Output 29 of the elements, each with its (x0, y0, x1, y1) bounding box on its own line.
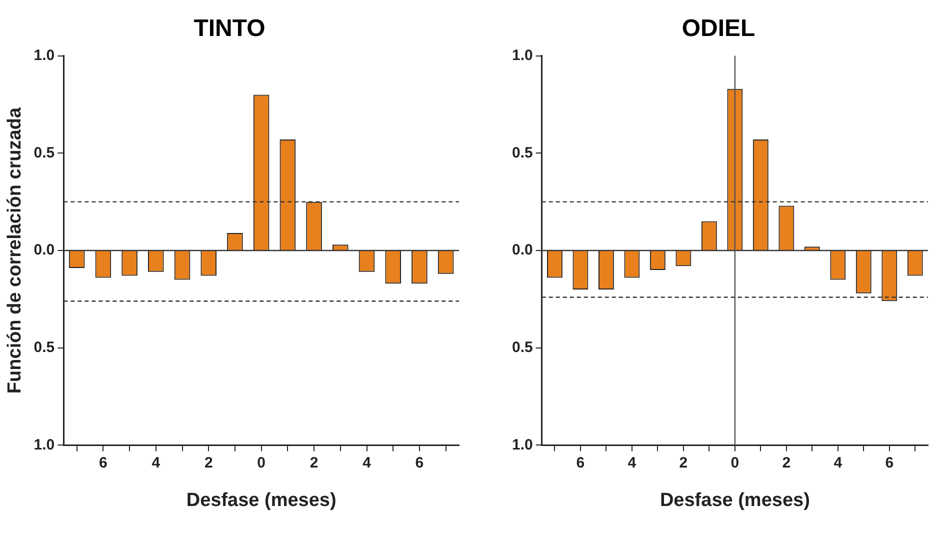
x-tick-label: 2 (782, 454, 791, 472)
y-tick-label: 0.5 (34, 144, 55, 162)
x-tick-label: 6 (99, 454, 108, 472)
chart-title: ODIEL (682, 15, 756, 42)
x-tick-label: 0 (730, 454, 740, 472)
x-tick-label: 2 (679, 454, 688, 472)
x-tick-label: 6 (885, 454, 894, 472)
y-tick-label: 1.0 (34, 436, 55, 454)
x-tick-label: 4 (362, 454, 372, 472)
x-tick-label: 4 (628, 454, 637, 472)
x-tick-label: 2 (310, 454, 318, 472)
x-tick-label: 6 (576, 454, 585, 472)
x-axis-title: Desfase (meses) (660, 490, 810, 511)
y-tick-label: 0.0 (512, 242, 533, 259)
x-axis-title: Desfase (meses) (186, 490, 336, 511)
x-tick-label: 4 (152, 454, 161, 472)
y-tick-label: 0.5 (512, 144, 533, 162)
chart-title: TINTO (194, 15, 266, 42)
y-tick-label: 0.5 (512, 338, 533, 356)
x-tick-label: 4 (834, 454, 843, 472)
y-tick-label: 0.5 (34, 338, 55, 356)
x-tick-label: 0 (257, 454, 266, 472)
y-tick-label: 1.0 (34, 46, 55, 64)
y-tick-label: 1.0 (512, 436, 533, 454)
x-tick-label: 6 (415, 454, 424, 472)
y-axis-title: Función de correlación cruzada (4, 107, 26, 394)
y-tick-label: 0.0 (34, 242, 55, 259)
x-tick-label: 2 (204, 454, 213, 472)
y-tick-label: 1.0 (512, 46, 533, 64)
